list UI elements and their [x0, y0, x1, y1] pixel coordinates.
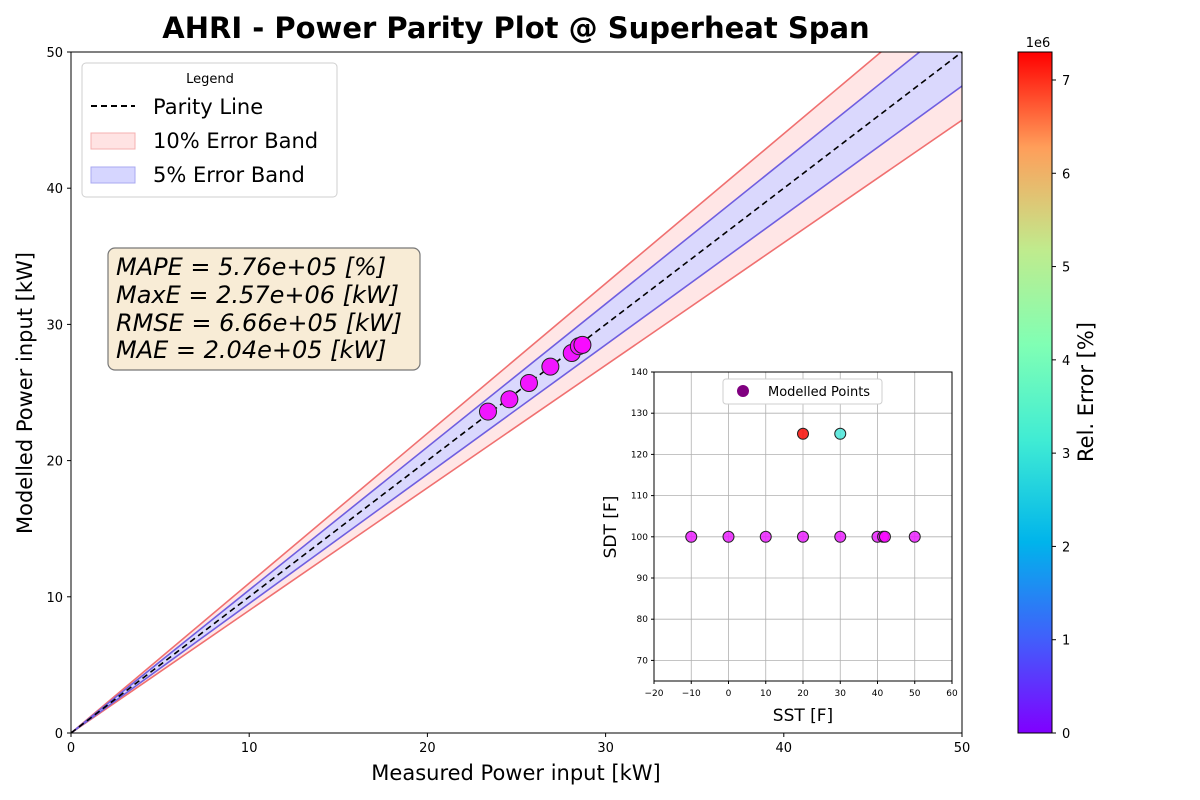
- main-x-tick-label: 40: [776, 741, 793, 756]
- inset-y-axis-label: SDT [F]: [601, 496, 621, 559]
- inset-x-axis-label: SST [F]: [773, 706, 833, 726]
- legend-10pct-swatch: [90, 132, 136, 150]
- legend-entry-10pct: 10% Error Band: [153, 129, 318, 153]
- parity-line: [70, 51, 963, 734]
- error-band-lower-edge: [71, 85, 962, 733]
- inset-data-point: [685, 530, 698, 543]
- inset-legend-frame: [722, 378, 883, 405]
- colorbar-tick-label: 5: [1062, 261, 1070, 276]
- legend-entry-5pct: 5% Error Band: [153, 163, 305, 187]
- inset-x-ticks: −20 −10 0 10 20 30 40 50 60: [645, 681, 958, 699]
- main-y-tick-label: 50: [46, 46, 63, 61]
- main-data-point: [541, 357, 560, 376]
- main-y-tick-label: 30: [46, 318, 63, 333]
- main-y-tick-label: 0: [55, 727, 63, 742]
- main-y-ticks: 0 10 20 30 40 50: [46, 46, 71, 742]
- error-band-upper-edge: [71, 52, 921, 733]
- inset-y-tick-label: 110: [631, 492, 648, 502]
- stats-box: MAPE = 5.76e+05 [%] MaxE = 2.57e+06 [kW]…: [107, 247, 421, 371]
- inset-data-point: [834, 530, 847, 543]
- colorbar-tick-label: 7: [1062, 74, 1070, 89]
- main-x-tick-label: 20: [419, 741, 436, 756]
- inset-data-point: [722, 530, 735, 543]
- inset-data-point: [908, 530, 921, 543]
- main-x-axis-label: Measured Power input [kW]: [371, 761, 660, 785]
- colorbar-ticks: 0 1 2 3 4 5 6 7: [1052, 74, 1070, 742]
- legend-5pct-swatch: [90, 166, 136, 184]
- main-data-point: [500, 390, 519, 409]
- inset-x-tick-label: 20: [797, 689, 809, 699]
- inset-data-point: [797, 530, 809, 543]
- legend-title: Legend: [186, 72, 234, 87]
- inset-x-tick-label: −10: [682, 689, 701, 699]
- main-x-tick-label: 50: [954, 741, 971, 756]
- main-x-tick-label: 0: [67, 741, 75, 756]
- error-band-upper-edge: [71, 52, 883, 733]
- main-y-tick-label: 10: [46, 591, 63, 606]
- main-y-tick-label: 40: [46, 182, 63, 197]
- inset-y-ticks: 70 80 90 100 110 120 130 140: [631, 368, 654, 666]
- inset-x-tick-label: 10: [760, 689, 772, 699]
- inset-legend-marker: [737, 385, 749, 397]
- stat-rmse: RMSE = 6.66e+05 [kW]: [116, 309, 402, 337]
- inset-data-point: [759, 530, 772, 543]
- inset-y-tick-label: 140: [631, 368, 648, 378]
- main-data-point: [519, 373, 538, 392]
- colorbar-tick-label: 2: [1062, 540, 1070, 555]
- inset-x-tick-label: 50: [909, 689, 921, 699]
- colorbar-label: Rel. Error [%]: [1074, 322, 1098, 462]
- legend-entry-parity: Parity Line: [153, 95, 263, 119]
- colorbar-tick-label: 6: [1062, 167, 1070, 182]
- inset-x-tick-label: 60: [946, 689, 958, 699]
- inset-y-tick-label: 80: [637, 615, 649, 625]
- stat-mae: MAE = 2.04e+05 [kW]: [116, 336, 387, 364]
- colorbar-tick-label: 4: [1062, 354, 1070, 369]
- inset-y-tick-label: 90: [637, 574, 649, 584]
- inset-data-points: [685, 427, 921, 543]
- inset-y-tick-label: 130: [631, 409, 648, 419]
- stat-maxe: MaxE = 2.57e+06 [kW]: [116, 281, 399, 309]
- chart-title: AHRI - Power Parity Plot @ Superheat Spa…: [162, 11, 869, 45]
- colorbar-multiplier: 1e6: [1026, 36, 1051, 51]
- main-y-tick-label: 20: [46, 455, 63, 470]
- inset-x-tick-label: −20: [645, 689, 664, 699]
- main-y-axis-label: Modelled Power input [kW]: [13, 252, 37, 534]
- inset-y-tick-label: 70: [637, 656, 649, 666]
- main-data-point: [573, 335, 592, 354]
- inset-x-tick-label: 0: [726, 689, 732, 699]
- legend-frame: [81, 62, 338, 198]
- main-x-ticks: 0 10 20 30 40 50: [67, 733, 970, 756]
- error-band-lower-edge: [71, 119, 962, 733]
- main-legend: Legend Parity Line 10% Error Band 5% Err…: [81, 62, 338, 198]
- inset-data-point: [797, 427, 809, 440]
- inset-legend: Modelled Points: [722, 378, 883, 405]
- main-plot-frame: [70, 51, 963, 734]
- inset-data-point: [878, 530, 891, 543]
- inset-x-tick-label: 40: [872, 689, 884, 699]
- colorbar-tick-label: 3: [1062, 447, 1070, 462]
- inset-legend-entry: Modelled Points: [768, 385, 870, 400]
- stat-mape: MAPE = 5.76e+05 [%]: [116, 253, 386, 281]
- colorbar: [1017, 51, 1053, 734]
- stats-box-frame: [107, 247, 421, 371]
- inset-y-tick-label: 120: [631, 450, 648, 460]
- main-x-tick-label: 30: [597, 741, 614, 756]
- inset-y-tick-label: 100: [631, 533, 648, 543]
- colorbar-tick-label: 0: [1062, 727, 1070, 742]
- main-x-tick-label: 10: [241, 741, 258, 756]
- main-data-point: [478, 402, 497, 421]
- inset-x-tick-label: 30: [835, 689, 847, 699]
- main-data-points: [478, 335, 592, 421]
- parity-line-path: [70, 51, 963, 734]
- inset-data-point: [834, 427, 847, 440]
- colorbar-tick-label: 1: [1062, 634, 1070, 649]
